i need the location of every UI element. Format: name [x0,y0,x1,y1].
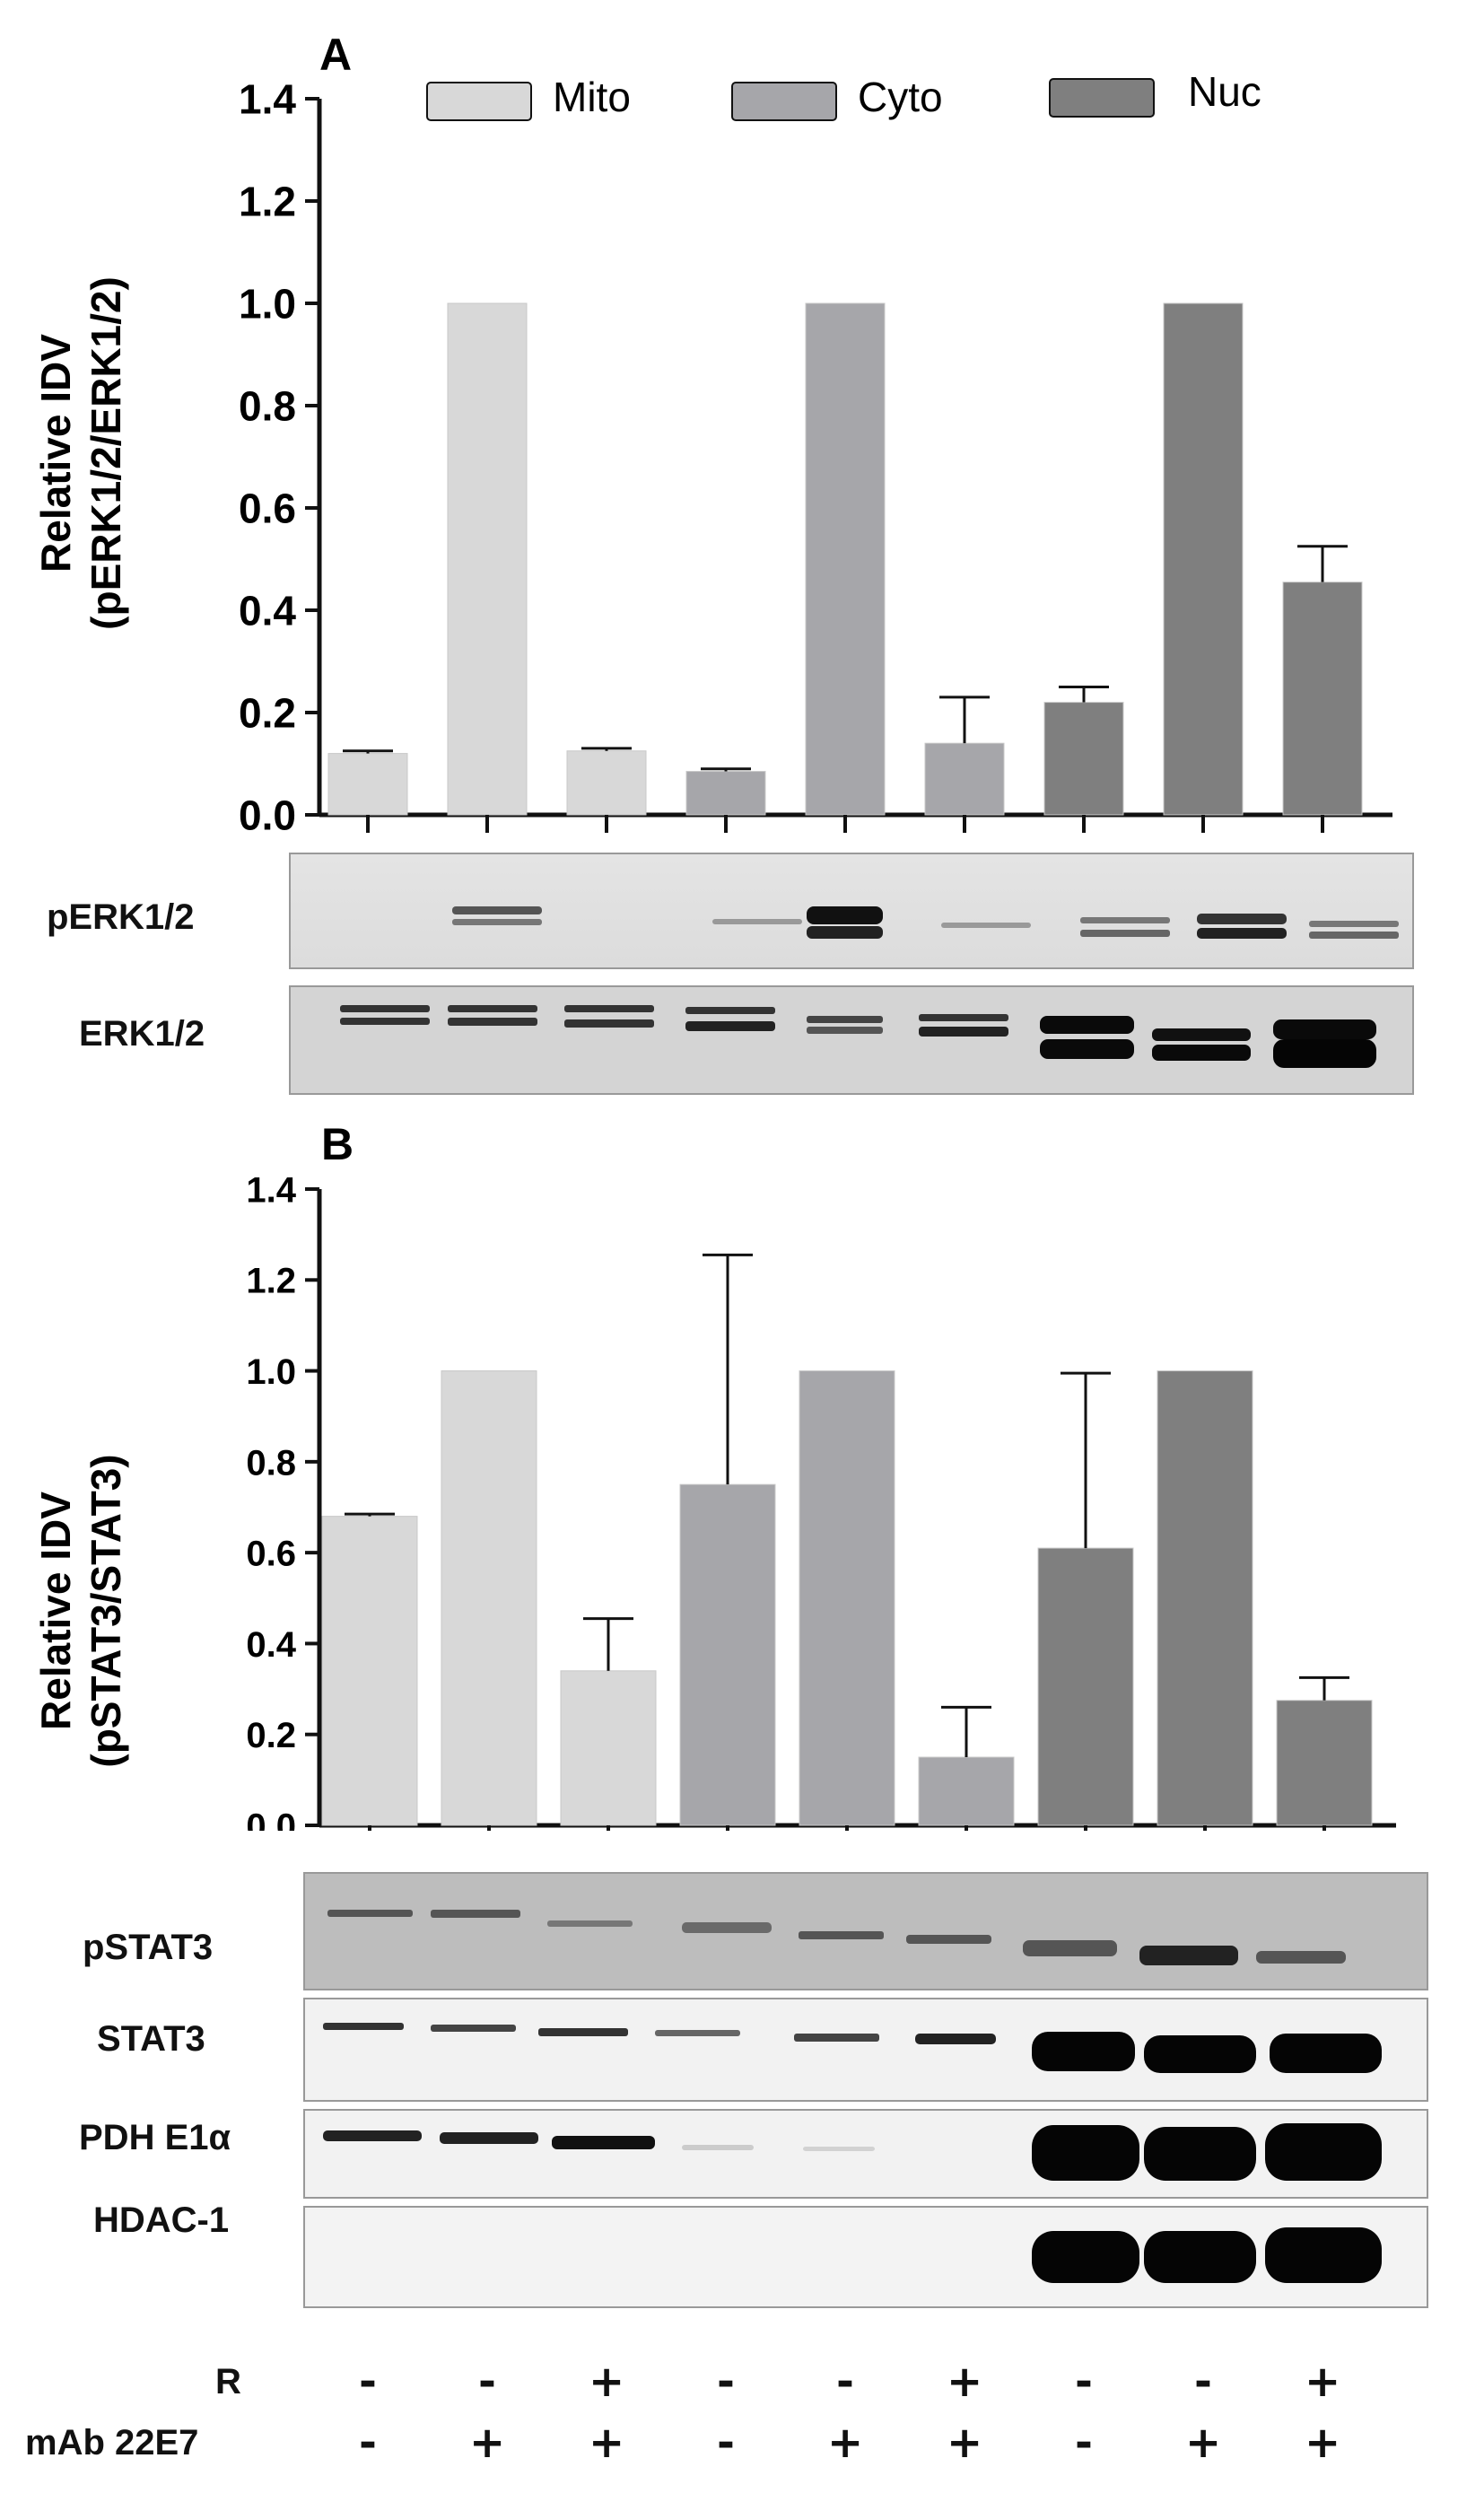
treatment-mark: - [836,2357,854,2407]
chart-b-bar [321,1516,418,1826]
panel-b-letter: B [321,1119,354,1169]
treatment-mark: + [589,2357,625,2407]
chart-a-bar [1043,702,1124,816]
chart-a-bar [685,771,766,816]
treatment-mark: - [1075,2357,1093,2407]
treatment-mark: - [359,2418,377,2468]
treatment-mark: - [717,2357,735,2407]
legend-label-cyto: Cyto [858,74,943,120]
treatment-mark: + [947,2357,983,2407]
blot-label-stat3: STAT3 [97,2019,205,2059]
chart-b-y-tick-label: 1.2 [246,1262,296,1301]
y-axis-label-a-line1: Relative IDV [32,334,79,573]
blot-pstat3 [303,1872,1428,1990]
chart-b-y-tick-label: 0.0 [246,1807,296,1831]
legend-a: Mito Cyto Nuc [426,68,1261,121]
chart-a-bar [805,302,886,816]
treatment-mark: + [1305,2357,1341,2407]
treatment-mark: - [478,2357,496,2407]
chart-b-bar [679,1483,776,1826]
treatment-mark: + [1305,2418,1341,2468]
chart-a-y-tick-label: 0.4 [239,588,296,634]
blot-pdh-bands [323,2123,1382,2181]
chart-a-y-tick-label: 0.8 [239,383,296,430]
blot-label-hdac1: HDAC-1 [93,2200,230,2240]
chart-b-y-tick-label: 0.8 [246,1443,296,1483]
treatment-mark: - [1075,2418,1093,2468]
treatment-mark: - [359,2357,377,2407]
chart-a-y-tick-label: 1.2 [239,179,296,225]
blot-stat3-bands [323,2023,1382,2073]
chart-b-bar [441,1370,537,1826]
chart-b-bar [918,1756,1015,1826]
chart-a-y-tick-label: 0.2 [239,690,296,737]
chart-a-y-tick-label: 1.4 [239,76,296,123]
chart-a-bar [1282,582,1363,816]
blot-hdac1-bands [1032,2227,1382,2283]
y-axis-label-a-line2: (pERK1/2/ERK1/2) [83,276,129,630]
chart-b-bar [560,1670,657,1826]
chart-b-bar [1276,1700,1373,1826]
blot-perk-bands [452,906,1399,939]
treatment-mark: + [469,2418,506,2468]
chart-b: B Relative IDV (pSTAT3/STAT3) 0.0 0.2 0.4 0… [32,1119,1396,1831]
blot-hdac1 [303,2206,1428,2308]
blot-pdh [303,2109,1428,2199]
chart-a-y-tick-label: 0.6 [239,486,296,532]
blot-label-pdh: PDH E1α [79,2118,231,2157]
chart-a-bar [566,750,647,816]
chart-a-bar [1163,302,1244,816]
chart-b-bar [1157,1370,1253,1826]
blot-label-perk: pERK1/2 [47,897,195,937]
chart-b-y-tick-label: 0.6 [246,1535,296,1574]
legend-label-nuc: Nuc [1188,68,1261,115]
treatment-label-mab: mAb 22E7 [25,2423,199,2463]
treatment-mark: + [1185,2418,1222,2468]
blot-erk-bands [340,1005,1376,1068]
chart-a-bar [447,302,528,816]
treatment-mark: + [827,2418,864,2468]
chart-a-y-tick-label: 1.0 [239,281,296,328]
blot-erk [289,985,1414,1095]
legend-swatch-nuc [1049,78,1155,118]
blot-pstat3-bands [327,1910,1346,1965]
legend-label-mito: Mito [553,74,631,120]
legend-swatch-cyto [731,82,837,121]
y-axis-label-b-line1: Relative IDV [32,1492,79,1730]
treatment-mark: - [717,2418,735,2468]
chart-a-bar [924,742,1005,816]
legend-swatch-mito [426,82,532,121]
blot-stat3 [303,1998,1428,2102]
y-axis-label-b-line2: (pSTAT3/STAT3) [83,1454,129,1767]
panel-a-letter: A [319,30,352,80]
chart-a-bar [327,753,408,816]
blot-perk [289,853,1414,969]
blot-label-pstat3: pSTAT3 [83,1928,214,1967]
chart-a: A Mito Cyto Nuc Relative IDV (pERK1/2/ER… [32,30,1392,839]
chart-a-y-tick-label: 0.0 [239,792,296,839]
treatment-mark: - [1194,2357,1212,2407]
treatment-label-r: R [215,2362,241,2401]
chart-b-y-tick-label: 1.0 [246,1352,296,1392]
chart-b-y-tick-label: 0.4 [246,1625,296,1665]
chart-b-bar [1037,1547,1134,1826]
chart-b-y-tick-label: 0.2 [246,1716,296,1755]
treatment-mark: + [589,2418,625,2468]
chart-b-y-tick-label: 1.4 [246,1170,296,1210]
treatment-mark: + [947,2418,983,2468]
blot-label-erk: ERK1/2 [79,1014,205,1054]
chart-b-bar [799,1370,895,1826]
